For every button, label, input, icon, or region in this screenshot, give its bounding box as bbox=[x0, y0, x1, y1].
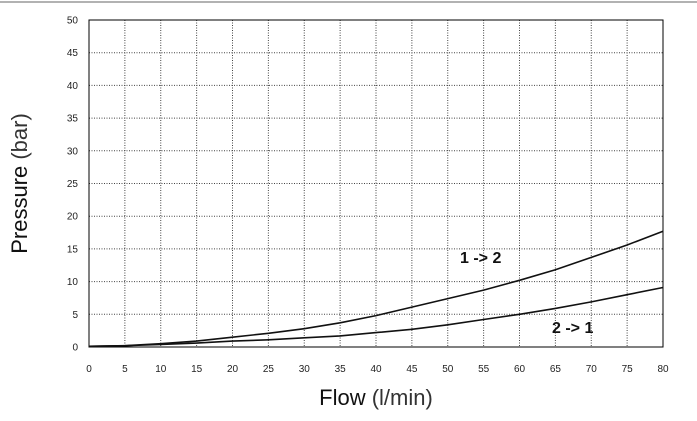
y-tick-label: 5 bbox=[72, 310, 78, 321]
x-tick-label: 25 bbox=[263, 364, 275, 375]
plot-area-frame bbox=[88, 19, 664, 348]
y-tick-label: 45 bbox=[67, 48, 79, 59]
y-tick-label: 40 bbox=[67, 81, 79, 92]
series-label-1-to-2: 1 -> 2 bbox=[460, 250, 501, 267]
y-tick-label: 25 bbox=[67, 179, 79, 190]
x-tick-labels: 0 5 10 15 20 25 30 35 40 45 50 55 60 65 70 75 80 bbox=[86, 364, 669, 375]
y-axis-title: Pressure (bar) bbox=[7, 113, 32, 254]
series-line-1 bbox=[88, 230, 664, 348]
x-tick-label: 30 bbox=[299, 364, 311, 375]
y-tick-label: 10 bbox=[67, 277, 79, 288]
x-tick-label: 80 bbox=[657, 364, 669, 375]
x-tick-label: 50 bbox=[442, 364, 454, 375]
y-tick-label: 50 bbox=[67, 16, 79, 27]
x-tick-label: 0 bbox=[86, 364, 92, 375]
x-tick-label: 70 bbox=[586, 364, 598, 375]
x-axis-title: Flow (l/min) bbox=[319, 385, 433, 410]
series-lines bbox=[88, 230, 664, 348]
y-tick-label: 0 bbox=[72, 343, 78, 354]
y-axis-title-unit: (bar) bbox=[7, 113, 32, 166]
y-tick-label: 15 bbox=[67, 244, 79, 255]
x-axis-title-main: Flow bbox=[319, 385, 366, 410]
x-tick-label: 35 bbox=[335, 364, 347, 375]
x-tick-label: 55 bbox=[478, 364, 490, 375]
x-tick-label: 65 bbox=[550, 364, 562, 375]
x-tick-label: 45 bbox=[406, 364, 418, 375]
y-tick-label: 20 bbox=[67, 212, 79, 223]
x-tick-label: 40 bbox=[370, 364, 382, 375]
x-tick-label: 15 bbox=[191, 364, 203, 375]
x-tick-label: 20 bbox=[227, 364, 239, 375]
y-tick-label: 30 bbox=[67, 146, 79, 157]
x-axis-title-unit: (l/min) bbox=[366, 385, 433, 410]
y-tick-label: 35 bbox=[67, 114, 79, 125]
series-label-2-to-1: 2 -> 1 bbox=[552, 320, 593, 337]
x-tick-label: 75 bbox=[622, 364, 634, 375]
x-tick-label: 10 bbox=[155, 364, 167, 375]
y-tick-labels: 0 5 10 15 20 25 30 35 40 45 50 bbox=[67, 16, 79, 354]
series-line-2 bbox=[88, 286, 664, 348]
gridlines bbox=[89, 20, 663, 347]
x-tick-label: 5 bbox=[122, 364, 128, 375]
x-tick-label: 60 bbox=[514, 364, 526, 375]
y-axis-title-main: Pressure bbox=[7, 166, 32, 254]
